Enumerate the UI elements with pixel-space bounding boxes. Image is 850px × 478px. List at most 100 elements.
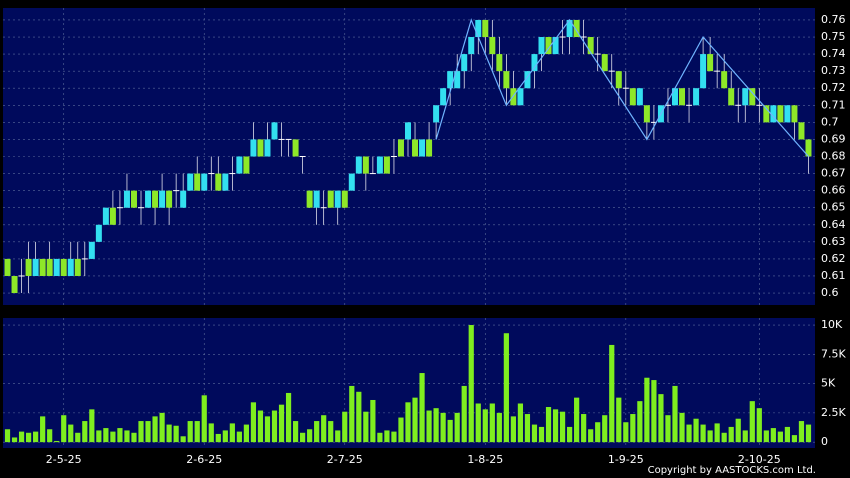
volume-bar <box>609 344 615 443</box>
volume-bar <box>11 437 18 443</box>
volume-bar <box>489 403 495 443</box>
volume-bar <box>468 325 474 443</box>
y-tick-label: 0.71 <box>821 98 846 111</box>
volume-bar <box>152 416 158 443</box>
volume-bar <box>475 403 481 443</box>
volume-bar <box>110 431 116 443</box>
candle-body <box>250 139 257 157</box>
candle-body <box>46 258 53 276</box>
candle-body <box>243 156 250 174</box>
volume-bar <box>89 409 95 443</box>
volume-bar <box>447 419 453 443</box>
y-tick-label: 0.7 <box>821 115 839 128</box>
x-tick-label: 2-7-25 <box>327 453 363 466</box>
volume-bar <box>482 409 488 443</box>
volume-bar <box>616 397 622 443</box>
volume-bar <box>47 429 53 443</box>
volume-bar <box>243 424 249 443</box>
candle-body <box>257 139 264 157</box>
volume-bar <box>777 431 783 443</box>
candle-body <box>440 88 447 106</box>
volume-bar <box>531 424 538 443</box>
volume-bar <box>363 411 369 443</box>
candle-body <box>496 54 503 72</box>
volume-bar <box>250 402 257 443</box>
volume-bar <box>300 432 306 443</box>
volume-bar <box>180 436 186 443</box>
candle-body <box>109 207 116 225</box>
volume-bar <box>222 430 228 443</box>
candle-body <box>222 173 229 191</box>
candle-body <box>489 37 496 55</box>
volume-bar <box>33 431 39 443</box>
volume-bar <box>735 418 741 443</box>
volume-bar <box>292 421 299 443</box>
y-tick-label: 2.5K <box>821 406 846 419</box>
y-tick-label: 0.61 <box>821 269 846 282</box>
volume-bar <box>138 421 144 443</box>
y-tick-label: 0.76 <box>821 13 846 26</box>
volume-bar <box>54 440 60 443</box>
candle-body <box>362 156 369 174</box>
volume-bar <box>574 397 580 443</box>
y-tick-label: 0.62 <box>821 252 846 265</box>
volume-bar <box>749 401 755 443</box>
volume-bar <box>567 426 573 443</box>
y-tick-label: 0.65 <box>821 201 846 214</box>
y-tick-label: 0.68 <box>821 150 846 163</box>
candle-body <box>566 19 573 38</box>
candle-body <box>629 88 636 106</box>
volume-bar <box>595 422 601 443</box>
candle-body <box>468 37 475 55</box>
y-tick-label: 0 <box>821 435 828 448</box>
volume-bar <box>215 433 221 443</box>
volume-bar <box>630 414 636 443</box>
volume-bar <box>581 414 587 443</box>
volume-bar <box>756 408 762 443</box>
volume-bar <box>433 408 439 443</box>
volume-bar <box>229 423 235 443</box>
volume-bar <box>545 407 552 443</box>
y-tick-label: 7.5K <box>821 347 846 360</box>
y-tick-label: 0.63 <box>821 235 846 248</box>
candle-body <box>545 37 552 55</box>
volume-bar <box>145 421 151 443</box>
volume-bar <box>700 424 706 443</box>
candle-body <box>454 71 461 89</box>
candle-body <box>763 105 770 123</box>
volume-bar <box>356 391 362 443</box>
volume-bar <box>665 415 671 443</box>
y-tick-label: 0.67 <box>821 167 846 180</box>
volume-bar <box>658 394 664 443</box>
volume-bar <box>426 410 432 443</box>
candle-body <box>587 37 594 55</box>
volume-bar <box>637 401 643 443</box>
y-tick-label: 0.6 <box>821 286 839 299</box>
volume-bar <box>405 402 411 443</box>
candle-body <box>538 37 545 55</box>
volume-bar <box>398 417 404 443</box>
volume-bar <box>18 431 25 443</box>
volume-bar <box>763 430 769 443</box>
x-tick-label: 2-6-25 <box>186 453 222 466</box>
volume-bar <box>721 432 727 443</box>
candle-body <box>426 139 433 157</box>
candle-body <box>671 88 678 106</box>
volume-bar <box>384 430 390 443</box>
volume-bar <box>552 409 559 443</box>
volume-bar <box>173 425 179 443</box>
volume-bar <box>271 410 278 443</box>
y-tick-label: 10K <box>821 318 843 331</box>
candle-body <box>784 105 791 123</box>
volume-bar <box>194 421 200 443</box>
candle-body <box>405 122 411 140</box>
candle-body <box>201 173 208 191</box>
volume-bar <box>166 424 172 443</box>
volume-bar <box>68 424 74 443</box>
candle-body <box>152 190 159 208</box>
candle-body <box>25 258 32 276</box>
candle-body <box>636 88 643 106</box>
candle-body <box>145 190 152 208</box>
volume-bar <box>278 404 285 443</box>
volume-bar <box>679 412 685 443</box>
